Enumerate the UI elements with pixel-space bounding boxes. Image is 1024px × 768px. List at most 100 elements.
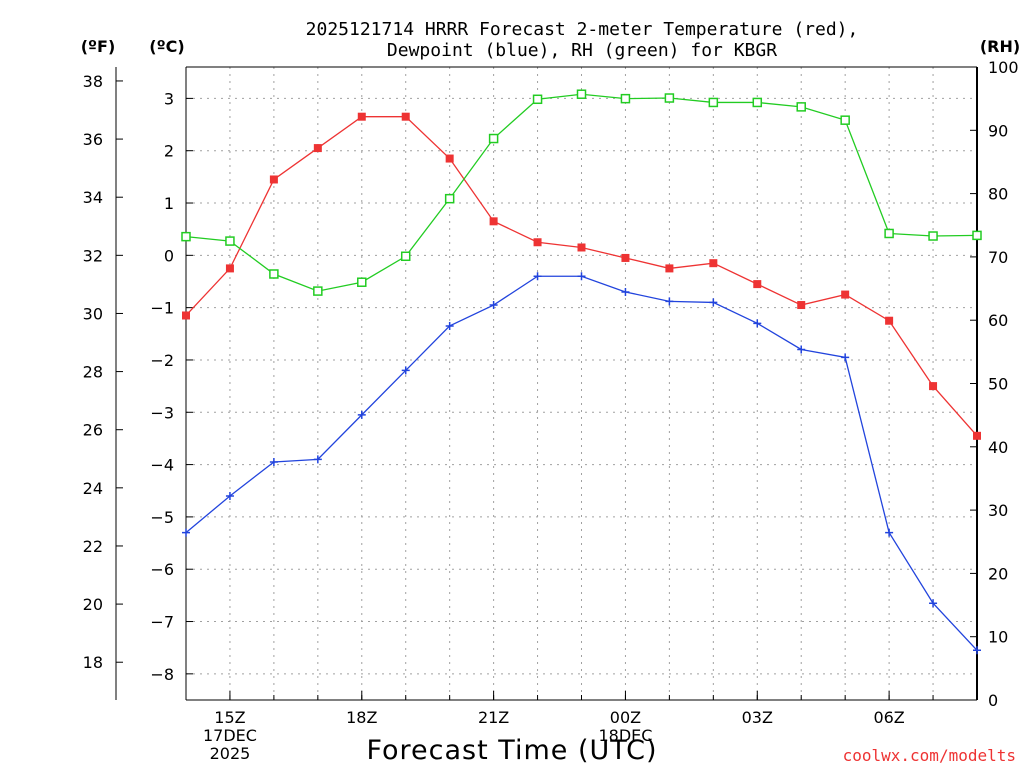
rh-point bbox=[620, 93, 631, 104]
dewpoint-point bbox=[929, 599, 938, 608]
dewpoint-point bbox=[533, 272, 542, 281]
dewpoint-point bbox=[313, 455, 322, 464]
dewpoint-point bbox=[445, 321, 454, 330]
rh-point bbox=[708, 97, 719, 108]
fahrenheit-unit-label: (ºF) bbox=[81, 37, 116, 56]
rh-tick-label: 20 bbox=[988, 564, 1008, 583]
rh-point bbox=[664, 93, 675, 103]
rh-point bbox=[532, 94, 543, 105]
rh-point bbox=[400, 251, 411, 262]
celsius-tick-label: −4 bbox=[150, 456, 174, 475]
temperature-point bbox=[621, 253, 630, 262]
dewpoint-point bbox=[973, 646, 981, 655]
dewpoint-point bbox=[753, 319, 762, 328]
dewpoint-series bbox=[182, 272, 981, 655]
x-tick-label: 17DEC bbox=[203, 726, 257, 745]
temperature-point bbox=[489, 217, 498, 226]
fahrenheit-tick-label: 34 bbox=[83, 188, 103, 207]
rh-tick-label: 60 bbox=[988, 311, 1008, 330]
x-tick-label: 06Z bbox=[873, 708, 904, 727]
chart-title-line1: 2025121714 HRRR Forecast 2-meter Tempera… bbox=[306, 19, 859, 40]
dewpoint-point bbox=[665, 297, 674, 306]
celsius-tick-label: 2 bbox=[164, 142, 174, 161]
celsius-tick-label: 1 bbox=[164, 194, 174, 213]
x-tick-label: 21Z bbox=[478, 708, 509, 727]
celsius-tick-label: −2 bbox=[150, 351, 174, 370]
rh-tick-label: 50 bbox=[988, 375, 1008, 394]
dewpoint-point bbox=[182, 528, 190, 537]
x-tick-label: 2025 bbox=[210, 744, 251, 763]
x-tick-label: 15Z bbox=[214, 708, 245, 727]
rh-point bbox=[269, 269, 279, 279]
x-tick-label: 18Z bbox=[346, 708, 377, 727]
rh-point bbox=[752, 97, 763, 108]
temperature-point bbox=[533, 238, 542, 247]
fahrenheit-tick-label: 20 bbox=[83, 595, 103, 614]
dewpoint-point bbox=[841, 353, 850, 362]
dewpoint-point bbox=[269, 457, 278, 466]
temperature-point bbox=[357, 112, 366, 121]
celsius-tick-label: −7 bbox=[150, 613, 174, 632]
celsius-tick-label: −5 bbox=[150, 508, 174, 527]
temperature-point bbox=[797, 301, 806, 310]
x-tick-label: 00Z bbox=[610, 708, 641, 727]
dewpoint-point bbox=[797, 345, 806, 354]
axis-layer: 1820222426283032343638−8−7−6−5−4−3−2−101… bbox=[83, 58, 1019, 763]
dewpoint-point bbox=[709, 298, 718, 307]
rh-point bbox=[313, 286, 323, 296]
temperature-point bbox=[269, 175, 278, 184]
temperature-point bbox=[445, 154, 454, 163]
temperature-point bbox=[225, 264, 234, 273]
rh-tick-label: 40 bbox=[988, 438, 1008, 457]
temperature-point bbox=[929, 382, 938, 391]
rh-tick-label: 30 bbox=[988, 501, 1008, 520]
temperature-point bbox=[182, 311, 190, 320]
temperature-point bbox=[665, 264, 674, 273]
rh-point bbox=[928, 231, 938, 241]
dewpoint-point bbox=[489, 301, 498, 310]
celsius-unit-label: (ºC) bbox=[149, 37, 184, 56]
fahrenheit-tick-label: 28 bbox=[83, 363, 103, 382]
rh-point bbox=[972, 230, 982, 241]
celsius-tick-label: −3 bbox=[150, 403, 174, 422]
rh-point bbox=[884, 228, 894, 239]
rh-point bbox=[444, 193, 455, 204]
rh-unit-label: (RH) bbox=[980, 37, 1020, 56]
temperature-series bbox=[182, 112, 981, 440]
temperature-point bbox=[709, 259, 718, 268]
rh-point bbox=[357, 277, 367, 287]
celsius-tick-label: −8 bbox=[150, 665, 174, 684]
celsius-tick-label: −1 bbox=[150, 299, 174, 318]
rh-point bbox=[840, 115, 850, 125]
dewpoint-point bbox=[885, 528, 894, 537]
fahrenheit-tick-label: 22 bbox=[83, 537, 103, 556]
rh-point bbox=[488, 133, 499, 144]
dewpoint-point bbox=[401, 366, 410, 375]
series-layer bbox=[181, 89, 982, 655]
dewpoint-line bbox=[185, 275, 978, 651]
credit-text: coolwx.com/modelts bbox=[843, 746, 1016, 765]
temperature-point bbox=[753, 280, 762, 289]
celsius-tick-label: 3 bbox=[164, 89, 174, 108]
rh-point bbox=[181, 231, 191, 242]
temperature-point bbox=[841, 290, 850, 299]
fahrenheit-tick-label: 38 bbox=[83, 72, 103, 91]
rh-tick-label: 90 bbox=[988, 121, 1008, 140]
celsius-tick-label: −6 bbox=[150, 560, 174, 579]
fahrenheit-tick-label: 18 bbox=[83, 653, 103, 672]
dewpoint-point bbox=[357, 410, 366, 419]
rh-tick-label: 10 bbox=[988, 628, 1008, 647]
fahrenheit-tick-label: 30 bbox=[83, 304, 103, 323]
temperature-point bbox=[313, 144, 322, 153]
dewpoint-point bbox=[621, 287, 630, 296]
temperature-point bbox=[401, 112, 410, 121]
rh-tick-label: 0 bbox=[988, 691, 998, 710]
fahrenheit-tick-label: 36 bbox=[83, 130, 103, 149]
celsius-tick-label: 0 bbox=[164, 246, 174, 265]
temperature-point bbox=[973, 431, 981, 440]
rh-point bbox=[576, 89, 587, 99]
x-axis-label: Forecast Time (UTC) bbox=[366, 735, 657, 766]
rh-tick-label: 80 bbox=[988, 185, 1008, 204]
grid-layer bbox=[186, 67, 977, 700]
